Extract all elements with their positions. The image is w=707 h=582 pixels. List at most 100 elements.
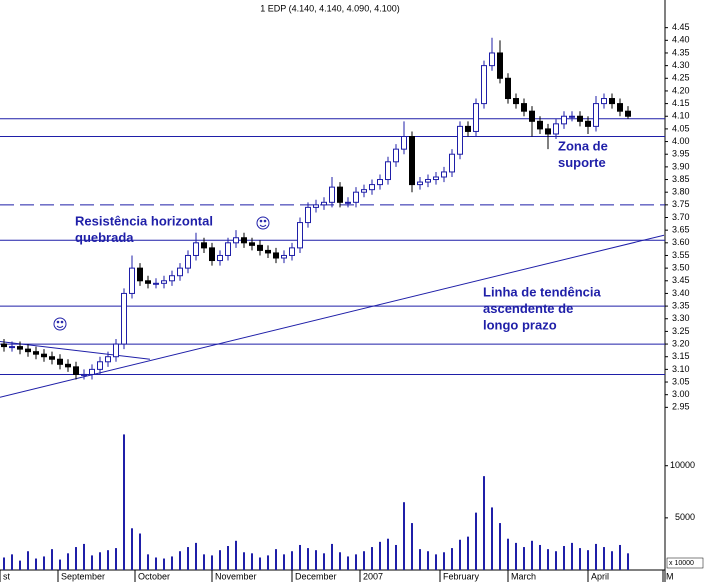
volume-bar [139, 533, 141, 570]
y-tick-label: 3.35 [672, 300, 690, 310]
candle-body [81, 373, 87, 376]
volume-bar [475, 512, 477, 570]
volume-bar [387, 538, 389, 570]
volume-bar [3, 557, 5, 570]
annotation: suporte [558, 155, 606, 170]
y-tick-label: 3.90 [672, 161, 690, 171]
volume-bar [43, 556, 45, 570]
candle-body [585, 120, 591, 127]
volume-bar [355, 554, 357, 570]
y-tick-label: 2.95 [672, 402, 690, 412]
volume-bar [171, 556, 173, 570]
volume-bar [443, 552, 445, 570]
candle-body [57, 358, 63, 365]
y-tick-label: 3.50 [672, 263, 690, 273]
volume-bar [427, 551, 429, 570]
y-tick-label: 4.20 [672, 85, 690, 95]
volume-bar [435, 554, 437, 570]
candle-body [129, 267, 135, 294]
volume-bar [403, 502, 405, 570]
volume-bar [107, 550, 109, 570]
volume-bar [163, 558, 165, 570]
volume-bar [59, 559, 61, 570]
chart-title: 1 EDP (4.140, 4.140, 4.090, 4.100) [260, 3, 399, 13]
trend-line [0, 234, 665, 398]
volume-bar [27, 551, 29, 570]
y-tick-label: 3.10 [672, 364, 690, 374]
volume-bar [155, 557, 157, 570]
candle-body [257, 244, 263, 251]
annotation: Zona de [558, 138, 608, 153]
candle-body [617, 103, 623, 112]
candle-body [97, 361, 103, 370]
candle-body [209, 247, 215, 262]
volume-bar [491, 507, 493, 570]
candle-body [513, 98, 519, 105]
candle-body [409, 136, 415, 186]
volume-bar [499, 523, 501, 570]
smiley [53, 317, 67, 331]
volume-bar [51, 549, 53, 570]
volume-bar [283, 554, 285, 570]
candle-body [41, 353, 47, 358]
volume-bar [227, 546, 229, 570]
volume-bar [579, 548, 581, 570]
candle-body [121, 292, 127, 345]
volume-unit-label: x 10000 [669, 560, 694, 567]
candle-body [249, 242, 255, 246]
candle-body [593, 103, 599, 127]
candle-body [361, 189, 367, 193]
volume-bar [587, 550, 589, 570]
y-tick-label: 3.60 [672, 237, 690, 247]
candle-body [441, 171, 447, 178]
volume-bar [219, 550, 221, 570]
volume-bar [467, 536, 469, 570]
volume-bar [379, 541, 381, 570]
volume-bar [339, 552, 341, 570]
annotation: ascendente de [483, 301, 573, 316]
x-tick-label: October [138, 571, 170, 581]
volume-bar [299, 544, 301, 570]
volume-bar [131, 528, 133, 570]
y-tick-label: 3.25 [672, 326, 690, 336]
volume-bar [523, 547, 525, 570]
candle-body [105, 356, 111, 363]
candle-body [489, 52, 495, 67]
candle-body [241, 237, 247, 244]
volume-bar [451, 548, 453, 570]
candle-body [185, 254, 191, 269]
volume-bar [187, 547, 189, 570]
y-tick-label: 4.05 [672, 123, 690, 133]
annotation: quebrada [75, 230, 134, 245]
volume-bar [75, 547, 77, 570]
volume-bar [203, 554, 205, 570]
candle-body [25, 348, 31, 353]
volume-bar [483, 476, 485, 570]
volume-bar [363, 551, 365, 570]
volume-bar [291, 551, 293, 570]
candle-body [425, 179, 431, 183]
candle-body [457, 125, 463, 155]
candle-body [217, 254, 223, 262]
y-tick-label: 4.25 [672, 73, 690, 83]
volume-bar [259, 557, 261, 570]
volume-bar [347, 556, 349, 570]
y-tick-label: 10000 [670, 460, 695, 470]
volume-bar [563, 546, 565, 570]
candle-body [577, 115, 583, 122]
candle-body [281, 254, 287, 259]
candle-body [321, 201, 327, 206]
y-tick-label: 3.30 [672, 313, 690, 323]
volume-bar [611, 551, 613, 570]
candle-body [385, 161, 391, 181]
y-tick-label: 3.20 [672, 338, 690, 348]
candle-body [377, 179, 383, 186]
candle-body [265, 249, 271, 254]
volume-bar [331, 543, 333, 570]
y-tick-label: 3.45 [672, 275, 690, 285]
volume-bar [395, 544, 397, 570]
candle-body [569, 115, 575, 118]
candle-body [345, 201, 351, 204]
candle-body [521, 103, 527, 112]
candle-body [561, 115, 567, 125]
